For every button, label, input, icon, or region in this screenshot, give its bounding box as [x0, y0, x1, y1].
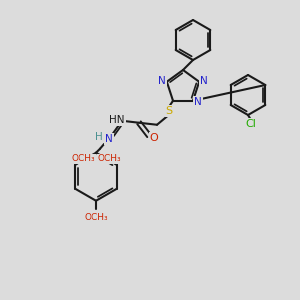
Text: O: O — [150, 133, 158, 143]
Text: OCH₃: OCH₃ — [97, 154, 121, 163]
Text: N: N — [105, 134, 113, 144]
Text: N: N — [158, 76, 166, 86]
Text: HN: HN — [109, 115, 125, 125]
Text: OCH₃: OCH₃ — [71, 154, 95, 163]
Text: Cl: Cl — [246, 119, 256, 129]
Text: N: N — [200, 76, 208, 86]
Text: OCH₃: OCH₃ — [84, 213, 108, 222]
Text: H: H — [95, 132, 103, 142]
Text: S: S — [165, 106, 172, 116]
Text: N: N — [194, 97, 202, 107]
